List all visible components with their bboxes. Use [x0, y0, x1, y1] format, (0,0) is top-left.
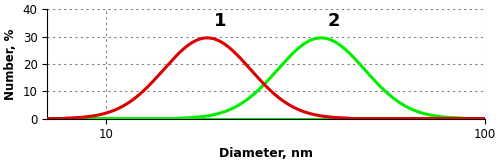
X-axis label: Diameter, nm: Diameter, nm [219, 147, 313, 160]
Text: 1: 1 [214, 12, 226, 30]
Y-axis label: Number, %: Number, % [4, 28, 17, 100]
Text: 2: 2 [328, 12, 340, 30]
